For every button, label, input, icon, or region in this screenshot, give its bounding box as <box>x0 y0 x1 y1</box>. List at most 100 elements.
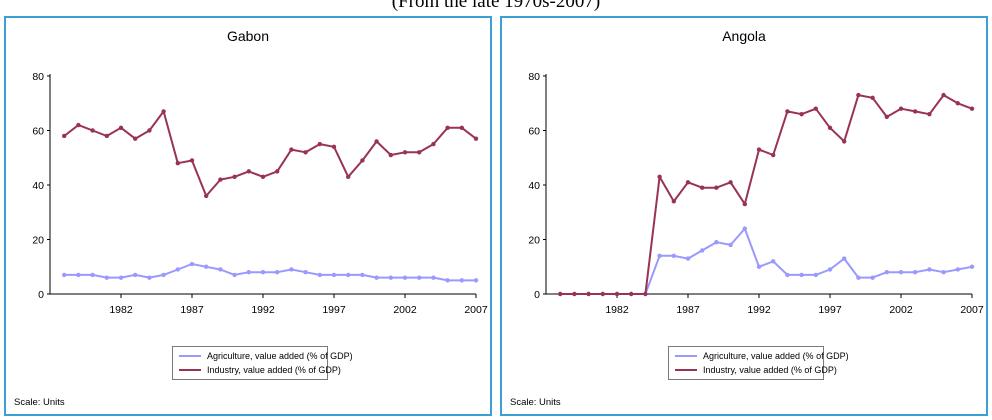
data-point <box>785 272 790 278</box>
y-tick-label: 0 <box>38 289 44 301</box>
data-point <box>771 259 776 264</box>
data-point <box>657 174 662 180</box>
data-point <box>955 101 960 106</box>
legend-item-industry: Industry, value added (% of GDP) <box>179 364 341 376</box>
data-point <box>275 169 280 174</box>
data-point <box>218 267 223 272</box>
chart-panel-angola: Angola 0 20 40 60 80 1982 1987 1992 1997 2002 2007… <box>500 16 988 416</box>
data-point <box>927 111 932 117</box>
data-point <box>104 275 110 280</box>
data-point <box>374 139 379 144</box>
data-point <box>275 270 280 275</box>
data-point <box>232 272 237 278</box>
data-point <box>147 275 152 280</box>
legend-item-industry: Industry, value added (% of GDP) <box>675 364 837 376</box>
data-point <box>842 256 847 261</box>
data-point <box>331 272 337 278</box>
legend-label: Industry, value added (% of GDP) <box>703 365 837 375</box>
legend-swatch <box>179 355 201 357</box>
chart-panel-gabon: Gabon 0 20 40 60 80 1982 1987 1992 1997 2002 2007 … <box>4 16 492 416</box>
data-point <box>246 169 251 174</box>
data-point <box>898 270 904 275</box>
data-point <box>870 95 875 101</box>
data-point <box>388 275 393 280</box>
data-point <box>714 240 719 245</box>
data-point <box>331 144 337 150</box>
x-tick-label: 1987 <box>676 304 700 316</box>
data-point <box>728 242 733 248</box>
line-chart-gabon: 0 20 40 60 80 1982 1987 1992 1997 2002 2007 <box>32 71 488 316</box>
data-point <box>175 161 180 166</box>
y-tick-label: 80 <box>528 71 540 83</box>
data-point <box>629 291 634 297</box>
data-point <box>870 275 875 280</box>
legend-label: Agriculture, value added (% of GDP) <box>207 351 353 361</box>
data-point <box>714 185 719 190</box>
data-point <box>133 136 138 141</box>
data-point <box>600 291 605 297</box>
data-point <box>685 180 691 185</box>
legend-item-agriculture: Agriculture, value added (% of GDP) <box>675 350 849 362</box>
data-point <box>218 177 223 182</box>
y-tick-label: 40 <box>528 180 540 192</box>
data-point <box>586 291 591 297</box>
data-point <box>459 125 464 130</box>
chart-legend: Agriculture, value added (% of GDP) Indu… <box>668 346 849 380</box>
data-point <box>161 109 166 114</box>
scale-label: Scale: Units <box>14 397 65 408</box>
data-point <box>402 150 408 155</box>
data-point <box>161 272 166 278</box>
data-point <box>360 272 365 278</box>
line-chart-angola: 0 20 40 60 80 1982 1987 1992 1997 2002 2007 <box>528 71 984 316</box>
data-point <box>756 264 762 269</box>
data-point <box>842 139 847 144</box>
legend-swatch <box>675 355 697 357</box>
data-point <box>643 291 648 297</box>
data-point <box>303 270 308 275</box>
y-tick-label: 20 <box>32 235 44 247</box>
data-point <box>402 275 408 280</box>
y-tick-label: 60 <box>528 126 540 138</box>
data-point <box>898 106 904 111</box>
data-point <box>799 111 804 117</box>
data-point <box>700 185 705 190</box>
data-point <box>133 272 138 278</box>
legend-item-agriculture: Agriculture, value added (% of GDP) <box>179 350 353 362</box>
data-point <box>685 256 691 261</box>
data-point <box>941 92 946 98</box>
x-tick-label: 2002 <box>889 304 913 316</box>
data-point <box>147 128 152 133</box>
data-point <box>856 275 861 280</box>
x-tick-label: 1997 <box>818 304 842 316</box>
data-point <box>827 125 833 130</box>
data-point <box>742 226 747 231</box>
data-point <box>360 158 365 163</box>
data-point <box>700 248 705 253</box>
data-point <box>927 267 932 272</box>
data-point <box>189 261 195 267</box>
data-point <box>473 136 479 141</box>
data-point <box>941 270 946 275</box>
scale-label: Scale: Units <box>510 397 561 408</box>
data-point <box>260 174 266 180</box>
data-point <box>955 267 960 272</box>
data-point <box>232 174 237 180</box>
data-point <box>884 114 889 120</box>
data-point <box>445 125 450 130</box>
data-point <box>657 253 662 259</box>
x-tick-label: 2002 <box>393 304 417 316</box>
data-point <box>756 147 762 152</box>
data-point <box>303 150 308 155</box>
data-point <box>90 128 95 133</box>
data-point <box>884 270 889 275</box>
data-point <box>90 272 95 278</box>
x-tick-label: 1987 <box>180 304 204 316</box>
data-point <box>289 147 294 152</box>
data-point <box>104 133 110 139</box>
series-line <box>63 110 477 197</box>
data-point <box>614 291 620 297</box>
header-strip: (From the late 1970s-2007) <box>0 0 992 16</box>
data-point <box>346 174 351 180</box>
data-point <box>856 92 861 98</box>
x-tick-label: 2007 <box>960 304 984 316</box>
